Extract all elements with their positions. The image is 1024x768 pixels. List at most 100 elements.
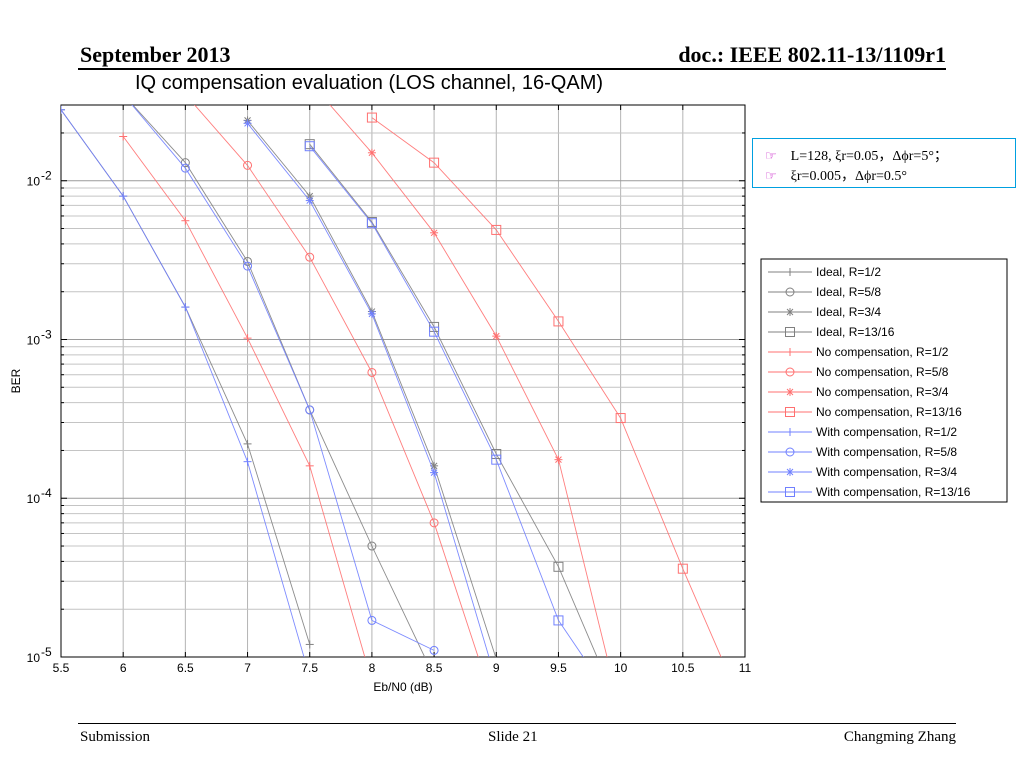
circle-marker [429, 518, 439, 528]
series-line [329, 105, 608, 657]
legend-label: With compensation, R=3/4 [816, 465, 957, 479]
series-marker [180, 158, 190, 168]
y-tick-label-base: 10 [27, 333, 41, 347]
legend-item: Ideal, R=3/4 [768, 305, 881, 319]
series-with_comp-plus [61, 105, 305, 657]
y-tick-label-exponent: -3 [41, 327, 52, 341]
series-marker [366, 218, 377, 229]
legend-label: Ideal, R=3/4 [816, 305, 881, 319]
circle-marker [243, 160, 253, 170]
legend-item: No compensation, R=1/2 [768, 345, 949, 359]
legend-item: Ideal, R=13/16 [768, 325, 895, 339]
square-marker [491, 454, 502, 465]
series-marker [554, 455, 563, 464]
legend-item: With compensation, R=5/8 [768, 445, 957, 459]
series-marker [785, 327, 795, 337]
square-marker [429, 326, 440, 337]
star-marker-d2 [368, 310, 376, 318]
note-line-1: ☞ L=128, ξr=0.05，Δϕr=5°； [765, 145, 948, 165]
circle-marker [367, 367, 377, 377]
x-tick-label: 10.5 [671, 661, 695, 675]
legend-label: No compensation, R=1/2 [816, 345, 949, 359]
star-marker-d2 [306, 197, 314, 204]
y-tick-label-exponent: -5 [41, 645, 52, 659]
series-marker [430, 468, 439, 477]
series-marker [553, 316, 564, 327]
series-marker [119, 192, 128, 201]
circle-marker [243, 261, 253, 271]
x-axis-label: Eb/N0 (dB) [373, 680, 432, 694]
circle-marker [180, 163, 190, 173]
y-tick-label-base: 10 [27, 651, 41, 665]
y-axis-label: BER [9, 368, 23, 393]
series-no_comp-square [366, 112, 722, 657]
series-marker [430, 228, 439, 237]
series-line [371, 117, 722, 657]
series-marker [366, 112, 377, 123]
series-marker [243, 334, 252, 343]
series-marker [615, 413, 626, 424]
y-tick-label-base: 10 [27, 175, 41, 189]
star-marker-d2 [786, 468, 794, 476]
series-marker [429, 518, 439, 528]
y-tick-labels: 10-510-410-310-2 [27, 169, 52, 665]
header-divider [78, 68, 946, 70]
x-tick-label: 7 [244, 661, 251, 675]
legend-label: No compensation, R=5/8 [816, 365, 949, 379]
square-marker [491, 448, 502, 459]
series-marker [61, 105, 65, 114]
star-marker-d2 [244, 119, 251, 127]
y-tick-label-exponent: -2 [41, 169, 52, 183]
circle-marker [785, 287, 795, 297]
legend-label: With compensation, R=1/2 [816, 425, 957, 439]
star-marker-d2 [430, 469, 438, 476]
legend-label: With compensation, R=13/16 [816, 485, 971, 499]
series-marker [367, 367, 377, 377]
footer-author: Changming Zhang [843, 729, 956, 745]
series-lines [61, 105, 722, 657]
x-tick-label: 9.5 [550, 661, 567, 675]
note-text-2: ξr=0.005，Δϕr=0.5° [790, 169, 907, 184]
series-marker [491, 224, 502, 235]
series-with_comp-circle [131, 105, 439, 655]
series-marker [181, 303, 190, 312]
star-marker-d2 [786, 388, 794, 396]
x-tick-label: 6.5 [177, 661, 194, 675]
series-marker [243, 160, 253, 170]
x-tick-label: 8.5 [426, 661, 443, 675]
square-marker [785, 487, 795, 497]
legend-label: No compensation, R=3/4 [816, 385, 949, 399]
header-doc-id: doc.: IEEE 802.11-13/1109r1 [678, 42, 946, 67]
square-marker [785, 407, 795, 417]
x-tick-label: 8 [369, 661, 376, 675]
series-marker [181, 216, 190, 225]
circle-marker [305, 405, 315, 415]
star-marker-d2 [368, 149, 376, 157]
series-line [132, 105, 426, 657]
note-text-1: L=128, ξr=0.05，Δϕr=5°； [790, 149, 948, 164]
series-marker [367, 541, 377, 551]
series-marker [243, 439, 252, 448]
axis-ticks [60, 104, 746, 658]
legend-label: No compensation, R=13/16 [816, 405, 962, 419]
series-marker [491, 448, 502, 459]
series-marker [553, 561, 564, 572]
series-marker [785, 487, 795, 497]
star-marker-d2 [555, 456, 562, 464]
series-no_comp-plus [119, 132, 366, 657]
star-marker-d2 [492, 332, 500, 340]
hand-pointer-icon: ☞ [765, 148, 777, 163]
legend-label: Ideal, R=13/16 [816, 325, 895, 339]
series-line [194, 105, 479, 657]
star-marker-d2 [786, 308, 794, 316]
footer-divider [78, 723, 956, 724]
series-marker [243, 261, 253, 271]
series-marker [785, 407, 795, 417]
series-marker [786, 268, 794, 276]
series-line [309, 143, 598, 657]
square-marker [785, 327, 795, 337]
legend-label: Ideal, R=5/8 [816, 285, 881, 299]
series-marker [119, 132, 128, 141]
series-marker [305, 196, 314, 205]
